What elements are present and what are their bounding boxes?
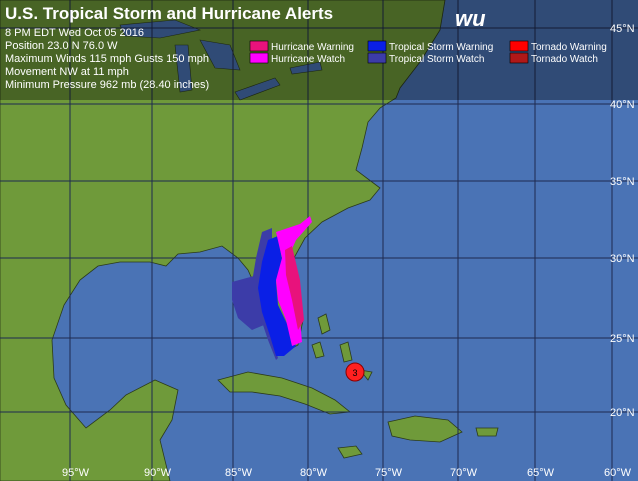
longitude-label: 85°W <box>225 467 253 479</box>
longitude-label: 95°W <box>62 467 90 479</box>
storm-icon <box>345 362 365 382</box>
ts-warning-zone <box>258 236 296 356</box>
bahamas <box>311 313 373 381</box>
legend-swatch <box>509 52 529 64</box>
latitude-label: 35°N <box>610 176 635 188</box>
hurricane-watch-zone <box>276 216 312 346</box>
info-line: Movement NW at 11 mph <box>5 66 129 78</box>
latitude-label: 25°N <box>610 333 635 345</box>
legend-label: Tornado Warning <box>531 42 607 53</box>
hurricane-warning-zone <box>285 246 304 330</box>
hispaniola <box>387 415 463 443</box>
latitude-label: 40°N <box>610 99 635 111</box>
jamaica <box>337 445 363 459</box>
header-shade <box>0 0 638 100</box>
graticule-labels: 45°N 40°N 35°N 30°N 25°N 20°N 95°W 90°W 85°W 80°W… <box>62 23 635 479</box>
longitude-label: 80°W <box>300 467 328 479</box>
ts-watch-zone-gulf <box>232 276 264 330</box>
mainland <box>0 0 446 481</box>
info-line: Position 23.0 N 76.0 W <box>5 40 118 52</box>
land <box>0 0 499 481</box>
ts-watch-zone <box>252 228 278 360</box>
legend-label: Tropical Storm Warning <box>389 42 493 53</box>
title: U.S. Tropical Storm and Hurricane Alerts <box>5 4 333 23</box>
legend-label: Tropical Storm Watch <box>389 54 484 65</box>
storm-category: 3 <box>352 368 357 378</box>
latitude-label: 45°N <box>610 23 635 35</box>
longitude-label: 90°W <box>144 467 172 479</box>
info-line: Minimum Pressure 962 mb (28.40 inches) <box>5 79 209 91</box>
info-line: Maximum Winds 115 mph Gusts 150 mph <box>5 53 209 65</box>
latitude-label: 30°N <box>610 253 635 265</box>
great-lakes <box>119 19 323 101</box>
longitude-label: 60°W <box>604 467 632 479</box>
info-line: 8 PM EDT Wed Oct 05 2016 <box>5 27 144 39</box>
latitude-label: 20°N <box>610 407 635 419</box>
legend-swatch <box>367 40 387 52</box>
legend-swatch <box>367 52 387 64</box>
legend-swatch <box>509 40 529 52</box>
legend-swatch <box>249 52 269 64</box>
puerto-rico <box>475 427 499 437</box>
longitude-label: 65°W <box>527 467 555 479</box>
cuba <box>217 371 352 415</box>
longitude-label: 70°W <box>450 467 478 479</box>
alert-zones <box>232 216 312 360</box>
longitude-label: 75°W <box>375 467 403 479</box>
legend-swatch <box>249 40 269 52</box>
legend-label: Hurricane Watch <box>271 54 345 65</box>
storm-marker: 3 <box>345 362 365 382</box>
logo: wu <box>455 6 486 31</box>
legend-label: Tornado Watch <box>531 54 598 65</box>
legend-label: Hurricane Warning <box>271 42 354 53</box>
